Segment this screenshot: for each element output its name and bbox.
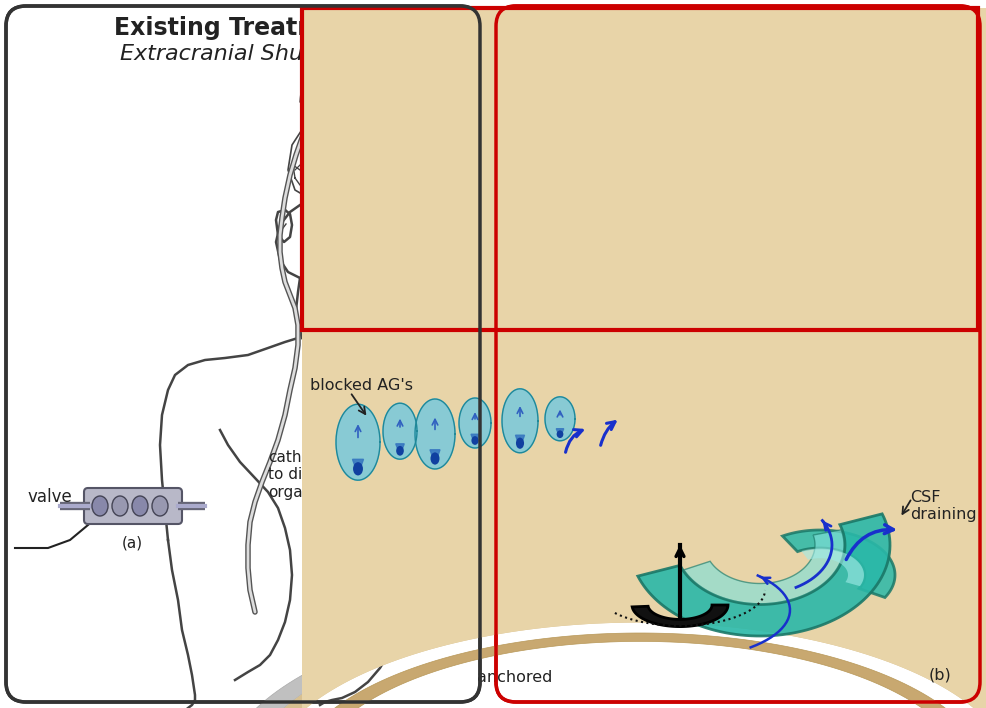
Ellipse shape [471,436,478,445]
Polygon shape [632,605,728,627]
Polygon shape [502,389,538,453]
Polygon shape [783,530,895,598]
Text: Existing Treatment: Existing Treatment [114,16,366,40]
Text: blocked AG's: blocked AG's [310,378,413,393]
Text: Enclosed Draining: Enclosed Draining [637,44,839,64]
Polygon shape [265,8,986,708]
Polygon shape [415,399,455,469]
Polygon shape [459,398,491,448]
Text: synthetic
AG valve: synthetic AG valve [875,272,946,304]
Polygon shape [802,549,864,586]
FancyBboxPatch shape [84,488,182,524]
Ellipse shape [112,496,128,516]
Polygon shape [638,514,890,636]
Bar [302,8,978,330]
Ellipse shape [353,462,363,476]
FancyBboxPatch shape [496,6,980,702]
Ellipse shape [152,496,168,516]
Ellipse shape [396,446,404,456]
Polygon shape [430,450,440,457]
Polygon shape [684,530,844,604]
Text: anchored: anchored [477,670,553,685]
Text: Extracranial Shunting: Extracranial Shunting [120,44,360,64]
Text: catheter
from brain
ventricle: catheter from brain ventricle [418,168,498,218]
Polygon shape [545,396,575,441]
Ellipse shape [92,496,108,516]
Text: b: b [687,96,695,109]
Polygon shape [353,459,364,467]
Text: Alternative Treatment: Alternative Treatment [591,16,885,40]
Polygon shape [471,434,479,439]
Polygon shape [220,604,986,708]
Polygon shape [516,435,525,442]
Polygon shape [290,633,986,708]
Polygon shape [383,404,417,459]
Ellipse shape [431,452,440,464]
Ellipse shape [132,496,148,516]
Ellipse shape [557,430,563,438]
Ellipse shape [516,438,524,449]
Bar [302,8,978,330]
Text: (a): (a) [121,535,143,550]
Polygon shape [556,429,564,433]
Text: valve: valve [28,488,72,506]
FancyBboxPatch shape [6,6,480,702]
Text: (b): (b) [929,668,951,683]
Polygon shape [245,614,986,708]
Polygon shape [395,444,404,450]
Text: catheter
to distal
organs: catheter to distal organs [268,450,333,500]
Polygon shape [336,404,380,480]
Text: CSF
draining: CSF draining [910,490,976,523]
